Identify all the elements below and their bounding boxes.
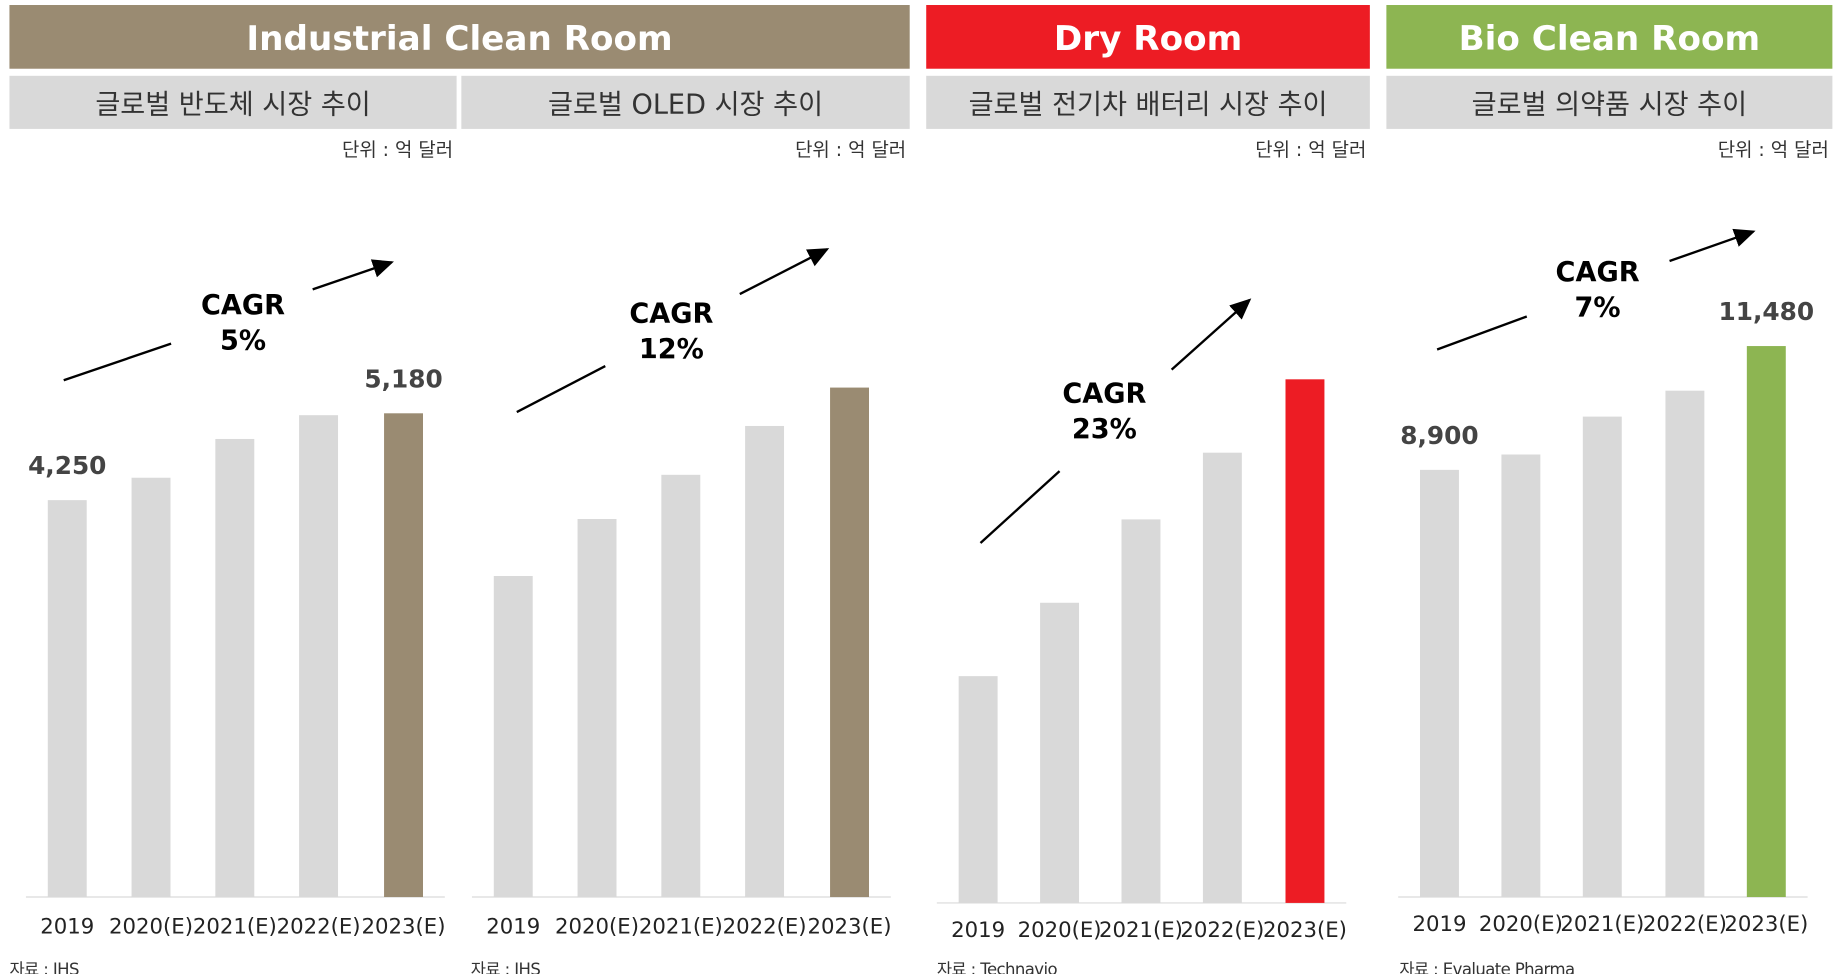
- x-tick-label: 2021(E): [1560, 912, 1644, 937]
- cagr-label: CAGR: [1062, 379, 1146, 410]
- bar: [47, 500, 87, 898]
- bar: [661, 474, 701, 898]
- value-label: 11,480: [1719, 297, 1815, 326]
- subheader-bar: [9, 75, 457, 129]
- chart-subtitle: 글로벌 의약품 시장 추이: [1472, 90, 1747, 121]
- cagr-label: 7%: [1575, 293, 1621, 324]
- x-tick-label: 2019: [1412, 912, 1466, 937]
- x-tick-label: 2022(E): [1643, 912, 1727, 937]
- source-label: 자료 : Evaluate Pharma: [1399, 960, 1574, 974]
- header-bar: [9, 5, 910, 69]
- x-tick-label: 2019: [486, 915, 540, 940]
- bar: [1665, 390, 1705, 898]
- bar: [577, 519, 617, 898]
- bar: [1040, 602, 1080, 903]
- bar: [958, 676, 998, 903]
- cagr-label: CAGR: [1556, 257, 1640, 288]
- subheader-bar: [1386, 75, 1833, 129]
- subheader-bar: [926, 75, 1370, 129]
- unit-label: 단위 : 억 달러: [1255, 139, 1366, 161]
- unit-label: 단위 : 억 달러: [342, 139, 453, 161]
- chart-subtitle: 글로벌 반도체 시장 추이: [95, 90, 370, 121]
- chart-subtitle: 글로벌 OLED 시장 추이: [548, 90, 823, 121]
- x-tick-label: 2021(E): [193, 915, 277, 940]
- source-label: 자료 : IHS: [9, 960, 79, 974]
- bar: [1285, 379, 1325, 903]
- header-bar: [926, 5, 1370, 69]
- x-tick-label: 2021(E): [1099, 918, 1183, 943]
- x-tick-label: 2020(E): [555, 915, 639, 940]
- trend-arrow: [739, 248, 830, 296]
- trend-line: [516, 365, 606, 414]
- x-tick-label: 2021(E): [639, 915, 723, 940]
- cagr-label: CAGR: [201, 290, 285, 321]
- trend-line: [979, 470, 1061, 544]
- x-tick-label: 2023(E): [1724, 912, 1808, 937]
- x-tick-label: 2020(E): [1479, 912, 1563, 937]
- x-tick-label: 2020(E): [1018, 918, 1102, 943]
- bar: [830, 387, 869, 898]
- source-label: 자료 : Technavio: [937, 960, 1058, 974]
- bar: [1501, 454, 1541, 898]
- trend-line: [63, 342, 172, 382]
- x-tick-label: 2022(E): [277, 915, 361, 940]
- x-tick-label: 2023(E): [808, 915, 892, 940]
- bar: [1582, 416, 1622, 898]
- cagr-label: 23%: [1072, 414, 1137, 445]
- bar: [299, 415, 339, 898]
- bar: [1420, 469, 1459, 898]
- header-title: Industrial Clean Room: [246, 19, 672, 59]
- x-tick-label: 2019: [951, 918, 1005, 943]
- header-title: Bio Clean Room: [1459, 19, 1761, 59]
- subheader-bar: [461, 75, 910, 129]
- trend-arrow: [312, 259, 394, 291]
- trend-arrow: [1669, 228, 1756, 263]
- bar: [493, 575, 533, 898]
- bar: [384, 413, 423, 898]
- unit-label: 단위 : 억 달러: [795, 139, 906, 161]
- cagr-label: 5%: [220, 326, 266, 357]
- cagr-label: 12%: [639, 334, 704, 365]
- x-tick-label: 2023(E): [1263, 918, 1347, 943]
- chart-subtitle: 글로벌 전기차 배터리 시장 추이: [969, 90, 1328, 121]
- header-bar: [1386, 5, 1833, 69]
- bar: [215, 438, 255, 898]
- x-tick-label: 2019: [40, 915, 94, 940]
- value-label: 5,180: [364, 364, 442, 393]
- value-label: 4,250: [28, 451, 106, 480]
- value-label: 8,900: [1400, 421, 1478, 450]
- trend-arrow: [1170, 298, 1252, 371]
- x-tick-label: 2023(E): [362, 915, 446, 940]
- header-title: Dry Room: [1054, 19, 1242, 59]
- bar: [131, 477, 171, 898]
- x-tick-label: 2022(E): [1180, 918, 1264, 943]
- cagr-label: CAGR: [629, 298, 713, 329]
- x-tick-label: 2022(E): [723, 915, 807, 940]
- unit-label: 단위 : 억 달러: [1718, 139, 1829, 161]
- source-label: 자료 : IHS: [471, 960, 541, 974]
- x-tick-label: 2020(E): [109, 915, 193, 940]
- trend-line: [1436, 315, 1528, 351]
- bar: [1746, 346, 1786, 898]
- bar: [745, 425, 785, 898]
- bar: [1202, 452, 1242, 903]
- bar: [1121, 519, 1161, 903]
